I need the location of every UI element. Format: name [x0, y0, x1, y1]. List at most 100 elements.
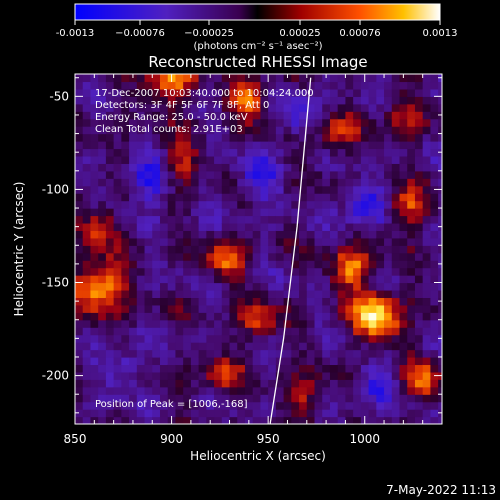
heatmap-cell: [159, 349, 169, 358]
heatmap-cell: [329, 193, 339, 202]
heatmap-cell: [384, 155, 393, 164]
heatmap-cell: [175, 282, 184, 291]
heatmap-cell: [283, 282, 292, 291]
heatmap-cell: [90, 88, 99, 97]
heatmap-cell: [329, 252, 339, 261]
heatmap-cell: [75, 267, 84, 276]
heatmap-cell: [190, 304, 200, 313]
heatmap-cell: [345, 141, 354, 150]
heatmap-cell: [329, 178, 339, 187]
heatmap-cell: [360, 163, 370, 172]
heatmap-cell: [129, 342, 138, 351]
heatmap-cell: [391, 260, 401, 269]
heatmap-cell: [430, 349, 439, 358]
heatmap-cell: [190, 282, 200, 291]
heatmap-cell: [368, 312, 377, 321]
heatmap-cell: [152, 319, 161, 328]
heatmap-cell: [237, 349, 246, 358]
heatmap-cell: [105, 327, 115, 336]
heatmap-cell: [345, 312, 354, 321]
heatmap-cell: [129, 185, 138, 194]
heatmap-cell: [167, 260, 177, 269]
heatmap-cell: [175, 379, 184, 388]
heatmap-cell: [167, 193, 177, 202]
heatmap-cell: [430, 178, 439, 187]
heatmap-cell: [329, 163, 339, 172]
heatmap-cell: [260, 126, 269, 135]
heatmap-cell: [376, 282, 385, 291]
heatmap-cell: [329, 133, 339, 142]
heatmap-cell: [152, 260, 161, 269]
heatmap-cell: [337, 170, 347, 179]
heatmap-cell: [221, 111, 231, 120]
heatmap-cell: [275, 208, 285, 217]
heatmap-cell: [90, 237, 99, 246]
heatmap-cell: [314, 178, 323, 187]
heatmap-cell: [206, 252, 215, 261]
heatmap-cell: [152, 394, 161, 403]
heatmap-cell: [105, 133, 115, 142]
heatmap-cell: [376, 275, 385, 284]
heatmap-cell: [175, 245, 184, 254]
heatmap-cell: [407, 282, 416, 291]
heatmap-cell: [237, 185, 246, 194]
heatmap-cell: [399, 193, 408, 202]
heatmap-cell: [183, 379, 192, 388]
heatmap-cell: [129, 386, 138, 395]
heatmap-cell: [376, 312, 385, 321]
heatmap-cell: [329, 185, 339, 194]
heatmap-cell: [136, 193, 146, 202]
heatmap-cell: [306, 230, 316, 239]
heatmap-cell: [136, 312, 146, 321]
heatmap-cell: [252, 356, 262, 366]
heatmap-cell: [129, 74, 138, 83]
heatmap-cell: [75, 304, 84, 313]
y-tick-label: -50: [49, 89, 69, 103]
heatmap-cell: [113, 371, 122, 380]
heatmap-cell: [345, 371, 354, 380]
heatmap-cell: [268, 327, 277, 336]
heatmap-cell: [414, 275, 424, 284]
heatmap-cell: [190, 215, 200, 224]
heatmap-cell: [121, 379, 130, 388]
heatmap-cell: [237, 252, 246, 261]
heatmap-cell: [391, 215, 401, 224]
heatmap-cell: [329, 416, 339, 424]
heatmap-cell: [229, 208, 238, 217]
heatmap-cell: [152, 356, 161, 366]
heatmap-cell: [314, 304, 323, 313]
heatmap-cell: [399, 178, 408, 187]
heatmap-cell: [90, 170, 99, 179]
heatmap-cell: [299, 230, 308, 239]
heatmap-cell: [407, 275, 416, 284]
heatmap-cell: [152, 126, 161, 135]
heatmap-cell: [306, 356, 316, 366]
heatmap-cell: [353, 364, 362, 373]
heatmap-cell: [275, 304, 285, 313]
heatmap-cell: [368, 401, 377, 410]
heatmap-cell: [291, 118, 300, 127]
heatmap-cell: [430, 334, 439, 343]
heatmap-cell: [306, 260, 316, 269]
heatmap-cell: [167, 163, 177, 172]
heatmap-cell: [268, 103, 277, 112]
heatmap-cell: [82, 200, 92, 209]
heatmap-cell: [75, 193, 84, 202]
heatmap-cell: [353, 170, 362, 179]
heatmap-cell: [105, 275, 115, 284]
heatmap-cell: [360, 252, 370, 261]
heatmap-cell: [252, 81, 262, 90]
heatmap-cell: [422, 208, 432, 217]
heatmap-cell: [144, 103, 153, 112]
heatmap-cell: [384, 312, 393, 321]
heatmap-cell: [275, 215, 285, 224]
heatmap-cell: [206, 103, 215, 112]
heatmap-cell: [306, 81, 316, 90]
heatmap-cell: [121, 319, 130, 328]
heatmap-cell: [175, 163, 184, 172]
heatmap-cell: [183, 155, 192, 164]
heatmap-cell: [329, 81, 339, 90]
heatmap-cell: [190, 342, 200, 351]
heatmap-cell: [376, 141, 385, 150]
heatmap-cell: [275, 155, 285, 164]
